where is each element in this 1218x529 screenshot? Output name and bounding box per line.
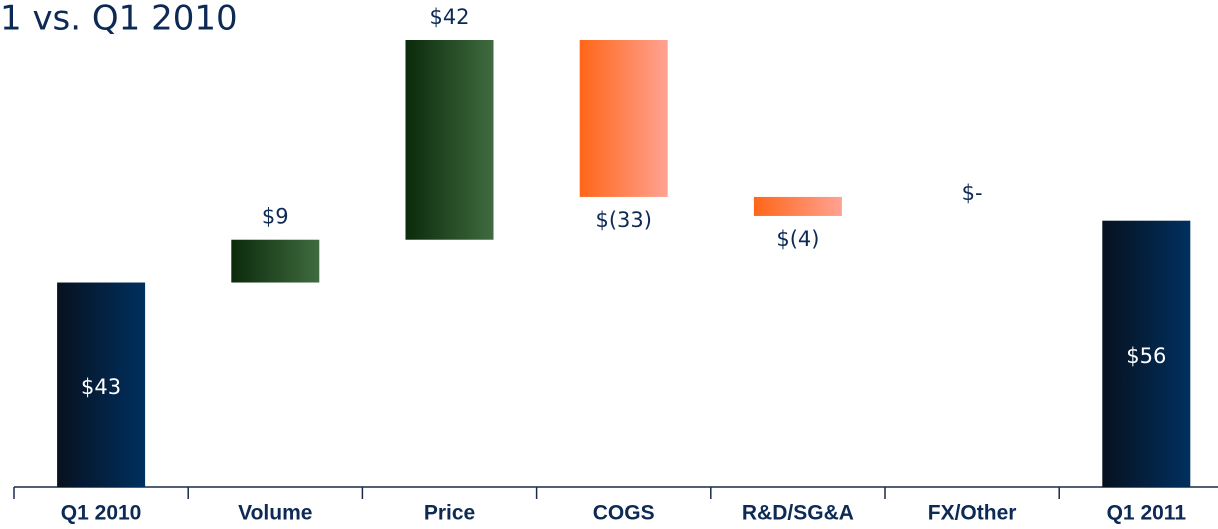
bar <box>231 239 320 283</box>
x-tick-label: R&D/SG&A <box>742 502 854 525</box>
value-label: $(33) <box>595 208 651 232</box>
x-tick-label: Price <box>424 502 475 525</box>
value-label: $43 <box>81 375 121 399</box>
bar <box>57 282 146 487</box>
x-tick-label: Q1 2010 <box>61 502 142 525</box>
bar <box>1102 220 1191 487</box>
value-label: $56 <box>1126 344 1166 368</box>
bar <box>753 196 842 216</box>
bar <box>405 40 494 240</box>
x-tick-label: COGS <box>593 502 655 525</box>
value-label: $42 <box>429 5 469 29</box>
value-label: $- <box>962 181 983 205</box>
x-tick-label: FX/Other <box>928 502 1017 525</box>
value-label: $9 <box>262 205 289 229</box>
x-tick-label: Q1 2011 <box>1107 502 1187 525</box>
value-label: $(4) <box>776 227 819 251</box>
bar <box>579 40 668 197</box>
chart-title: 1 vs. Q1 2010 <box>0 0 238 39</box>
x-tick-label: Volume <box>238 502 312 525</box>
